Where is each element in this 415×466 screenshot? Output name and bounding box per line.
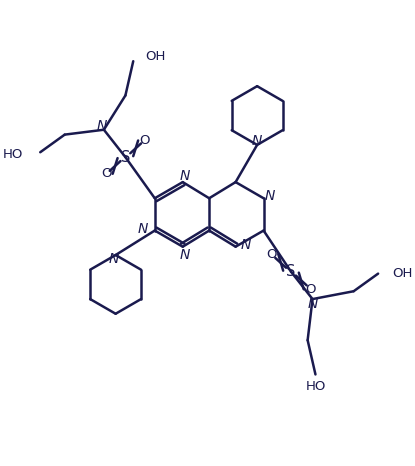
- Text: N: N: [264, 189, 275, 203]
- Text: N: N: [240, 238, 251, 252]
- Text: N: N: [252, 134, 262, 148]
- Text: N: N: [180, 169, 190, 183]
- Text: O: O: [102, 167, 112, 180]
- Text: O: O: [305, 283, 316, 296]
- Text: N: N: [308, 297, 318, 311]
- Text: O: O: [139, 134, 149, 147]
- Text: HO: HO: [305, 380, 326, 393]
- Text: N: N: [108, 252, 119, 266]
- Text: OH: OH: [145, 50, 165, 63]
- Text: N: N: [97, 119, 107, 133]
- Text: HO: HO: [3, 148, 24, 161]
- Text: O: O: [266, 247, 277, 260]
- Text: N: N: [138, 222, 148, 236]
- Text: OH: OH: [392, 267, 412, 280]
- Text: S: S: [286, 264, 295, 279]
- Text: N: N: [180, 247, 190, 261]
- Text: S: S: [121, 150, 130, 164]
